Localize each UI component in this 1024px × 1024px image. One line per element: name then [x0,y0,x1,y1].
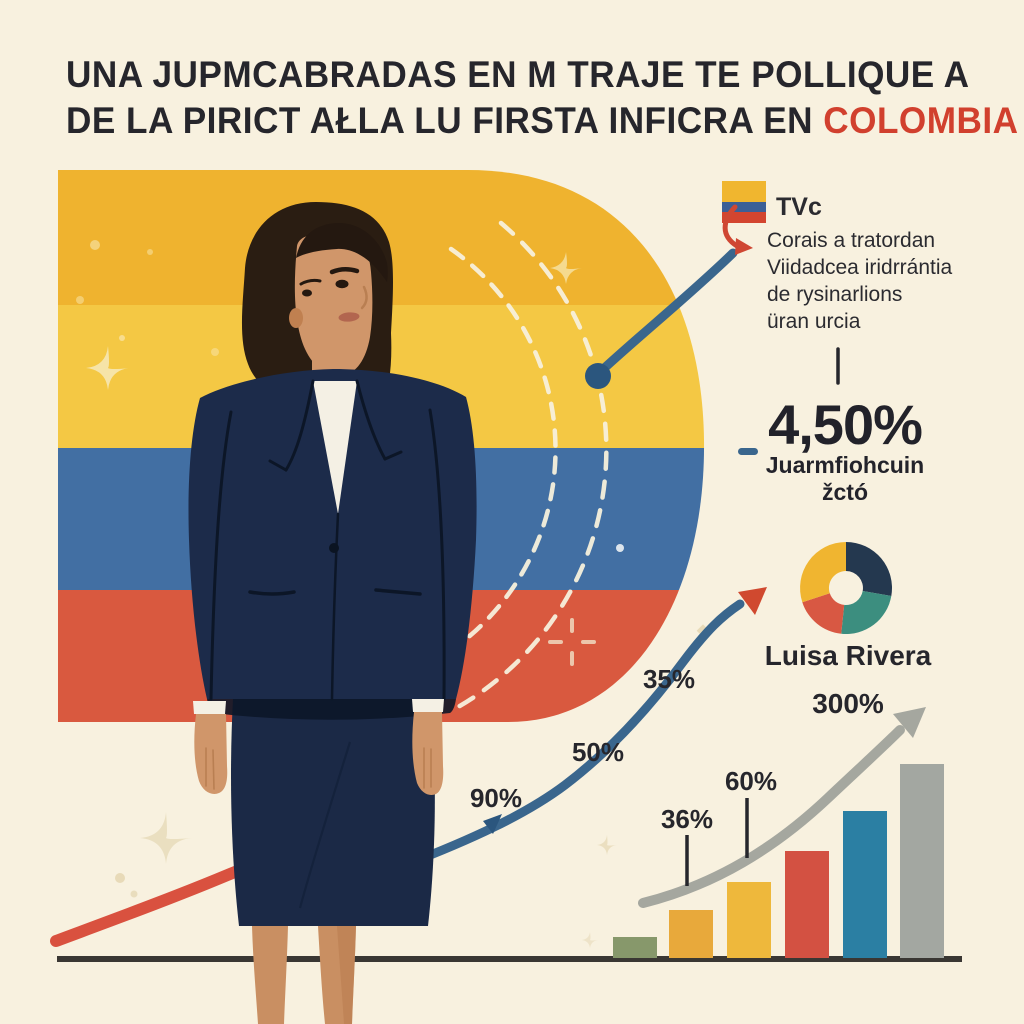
jacket-hem-shadow [207,699,456,720]
suit-jacket [188,369,477,699]
dot-decor [211,348,219,356]
finger-lines [205,747,432,790]
dot-decor [130,890,138,898]
stat-caption-line2: žctó [822,479,868,505]
bar-2 [669,910,713,958]
bar-5 [843,811,887,958]
cuff-left [193,701,226,714]
leg-left [252,926,288,1024]
data-point-dot [585,363,611,389]
sparkle-decorations [76,240,710,948]
mini-colombia-flag-icon [722,181,766,223]
facial-features [299,267,360,286]
woman-illustration [188,202,477,1024]
dot-decor [616,544,624,552]
growth-curve-blue [400,587,767,870]
note-paragraph-line: üran urcia [767,310,861,333]
dot-decor [119,335,125,341]
mini-flag-caption: TVc [776,193,822,221]
red-arrowhead-icon [738,587,767,615]
hand-left [194,714,228,794]
sleeve-line-left [209,410,233,701]
headline-line1: UNA JUPMCABRADAS EN M TRAJE TE POLLIQUE … [66,54,970,95]
cuff-right [412,699,444,712]
dot-decor [76,296,84,304]
bar-6 [900,764,944,958]
curve-marker-arrow-icon [483,814,502,834]
colombia-highlight: COLOMBIA [823,100,1019,141]
sparkle-icon [550,252,582,284]
donut-label: Luisa Rivera [764,640,932,671]
eye-right [335,279,349,289]
sparkle-icon [86,346,130,390]
bar-label-36: 36% [660,804,714,834]
trend-curve-red [50,856,266,947]
dot-decor [90,240,100,250]
donut-segment-teal [841,591,892,635]
ear [289,308,303,328]
growth-arrow-gray [638,725,905,908]
curve-label-90: 90% [469,783,523,813]
note-paragraph-line: Corais a tratordan [767,229,936,252]
jacket-button [329,543,339,553]
brow-left [299,278,322,286]
pocket-right [374,588,422,596]
gray-arrowhead-icon [893,707,926,738]
donut-segment-navy [846,542,893,596]
leg-shading [337,926,356,1024]
sparkle-icon [140,812,192,864]
jacket-details [209,408,446,701]
sparkle-icon [597,835,617,855]
lapels [248,379,422,701]
hand-right [412,712,444,795]
donut-segment-red [802,593,845,634]
bar-4 [785,851,829,958]
sparkle-icon [582,932,598,948]
shirt [313,381,357,514]
closure-line [330,512,340,701]
sleeve-line-right [428,408,446,701]
sparkle-plus-icon [548,618,596,666]
curve-label-50: 50% [571,737,625,767]
bar-label-60: 60% [724,766,778,796]
hair-front [296,222,388,282]
curve-label-35: 35% [642,664,696,694]
note-paragraph-line: Viidadcea iridrrántia [767,256,953,279]
headline-line2-prefix: DE LA PIRICT AŁLA LU FIRSTA INFICRA EN [66,100,824,141]
bar-3 [727,882,771,958]
axis-baseline [57,956,962,962]
headline-line2: DE LA PIRICT AŁLA LU FIRSTA INFICRA EN C… [66,100,1018,142]
brow-right [329,267,360,275]
lips [338,312,360,322]
dot-decor [115,873,125,883]
dashed-orbit-arcs [399,220,609,715]
nose [360,285,368,310]
red-curved-arrow-icon [722,204,753,255]
bar-chart [613,707,944,958]
donut-chart [800,542,893,635]
stat-caption-line1: Juarmfiohcuin [765,452,925,478]
skirt-crease [298,741,352,909]
callout-line [585,248,738,389]
blue-dash-decor [738,448,758,455]
stat-value: 4,50% [768,393,923,456]
skirt [231,699,435,926]
dot-decor [147,249,153,255]
note-paragraph-line: de rysinarlions [767,283,903,306]
donut-segment-yellow [800,542,846,603]
bar-label-300: 300% [812,688,884,719]
bar-1 [613,937,657,958]
pocket-left [248,590,296,596]
eye-left [302,289,312,297]
